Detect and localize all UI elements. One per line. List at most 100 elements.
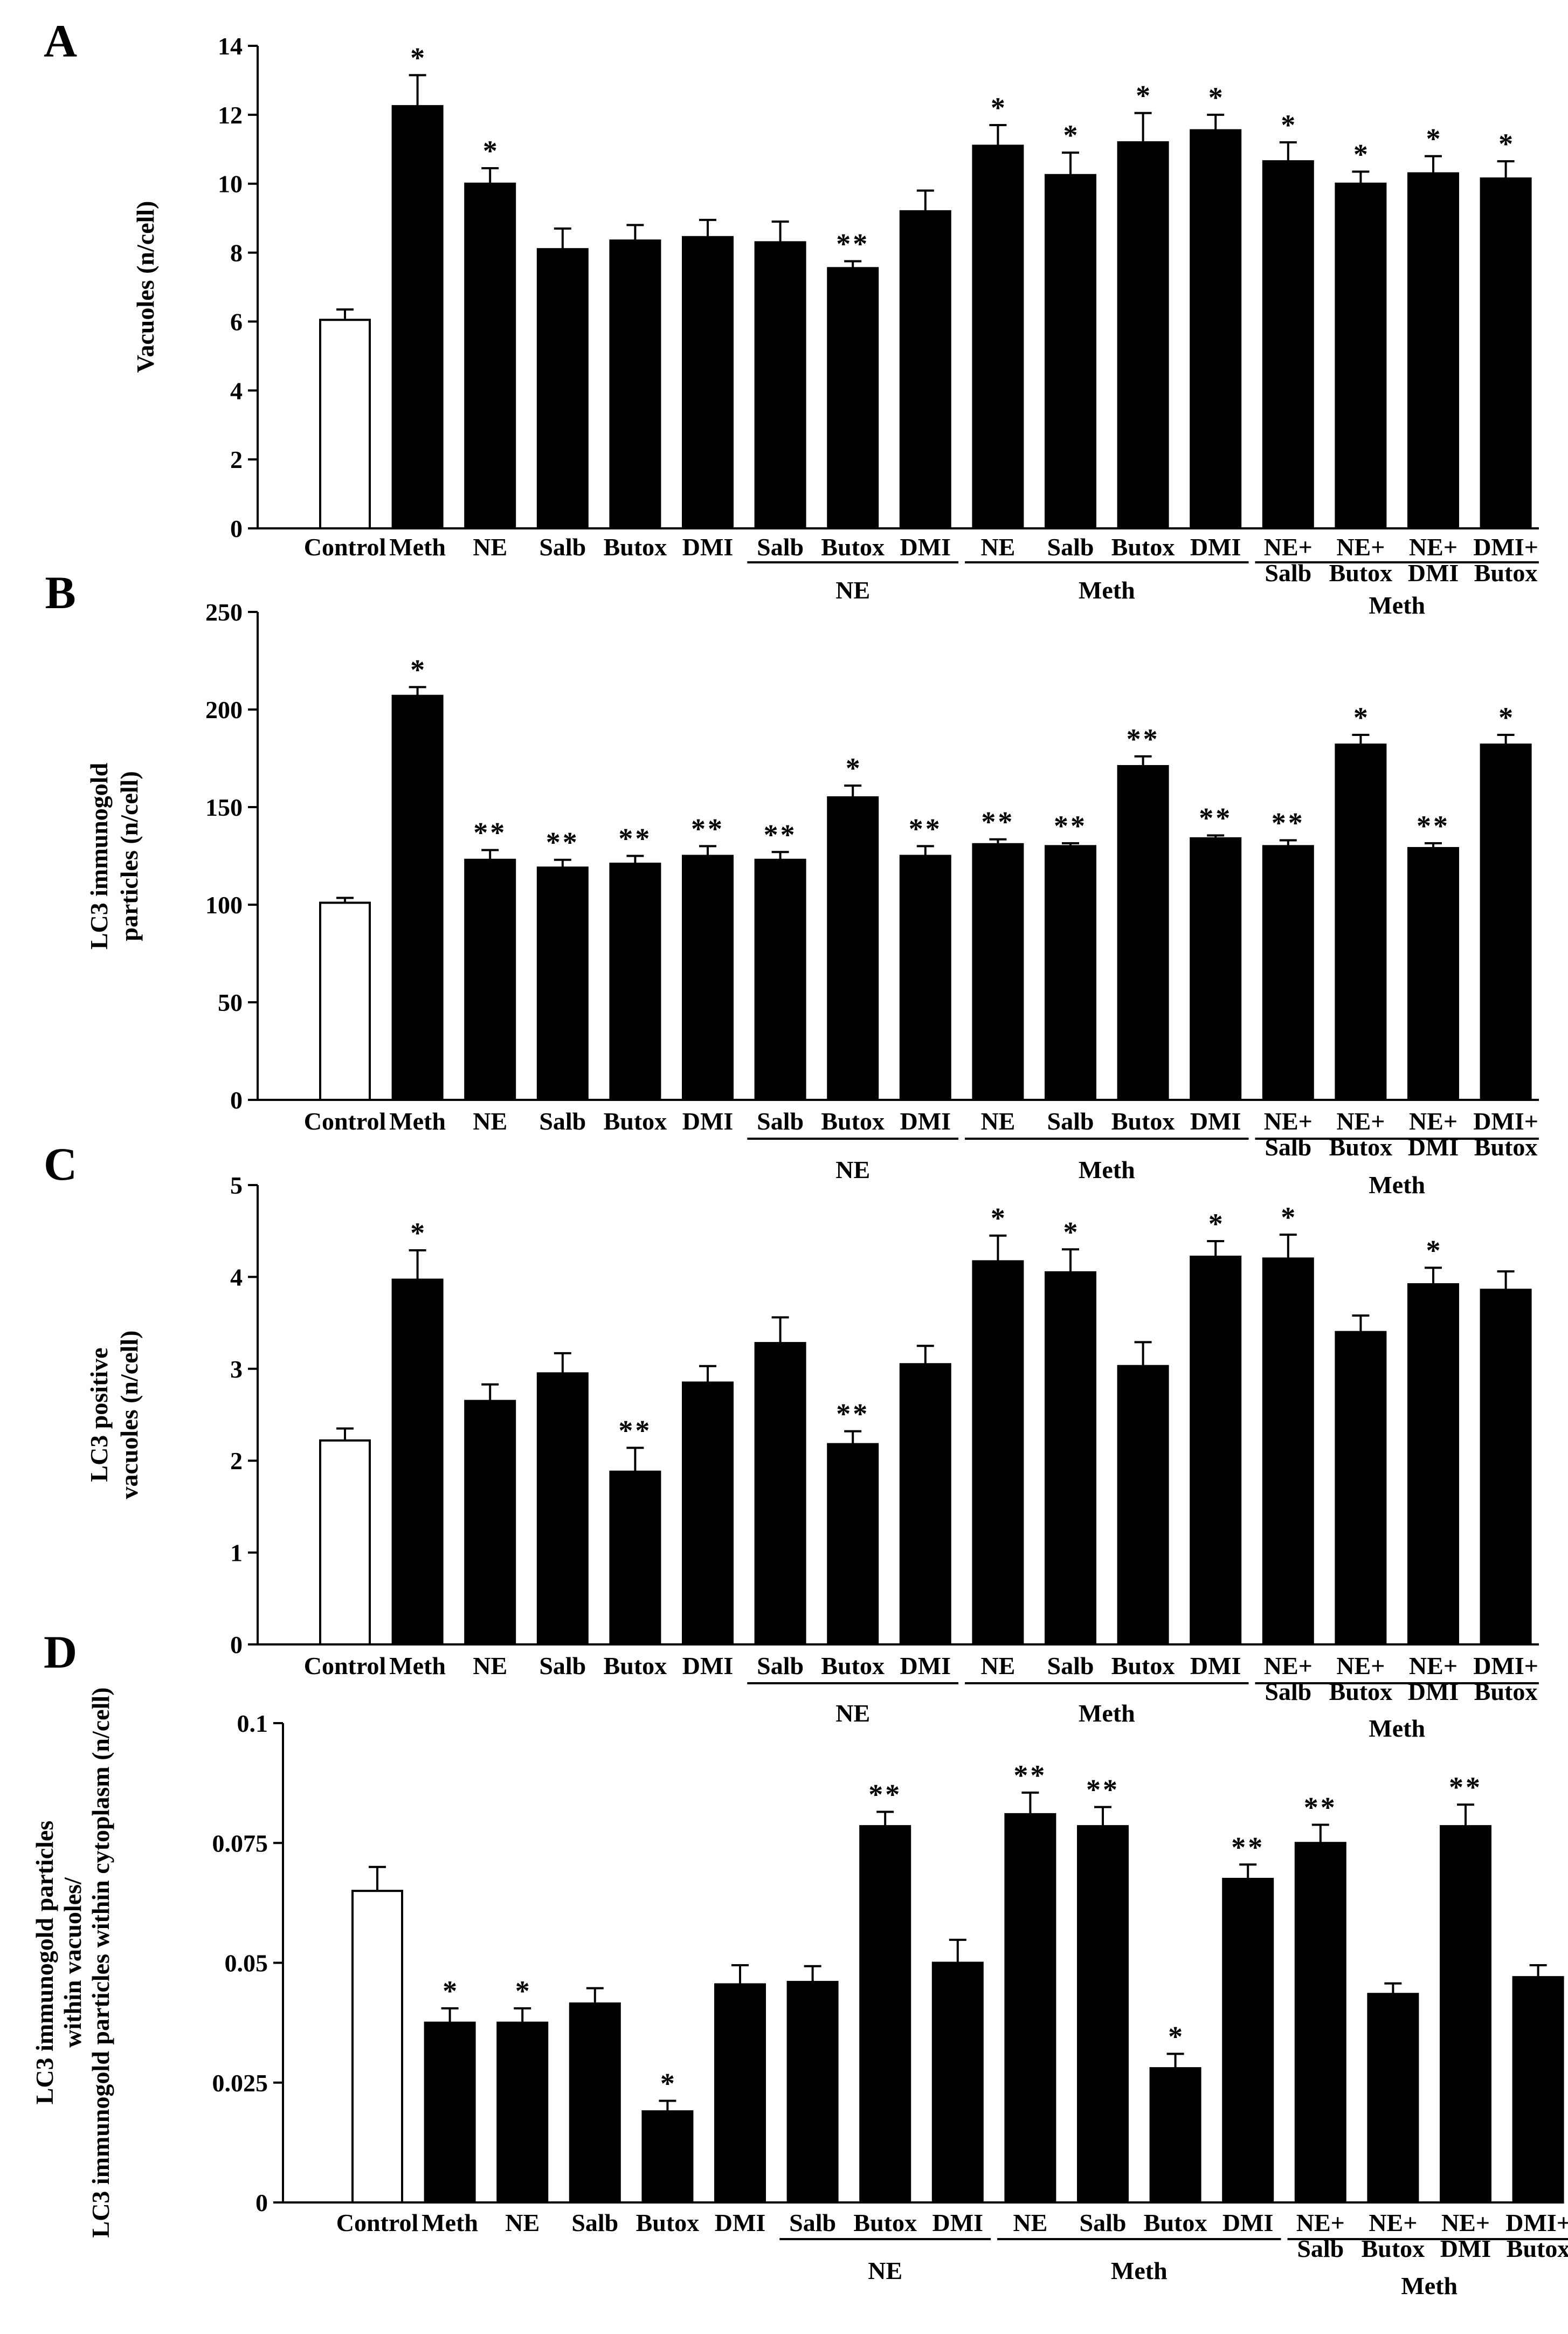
significance-marker: ** (1231, 1831, 1265, 1863)
category-label: DMI (900, 533, 951, 561)
category-label: DMI (715, 2209, 766, 2236)
bar-salb (536, 1372, 589, 1646)
significance-marker: ** (1417, 810, 1450, 842)
category-label: Meth (389, 1107, 446, 1135)
category-label: NE (473, 533, 507, 561)
significance-marker: * (410, 653, 425, 686)
significance-marker: ** (981, 806, 1014, 838)
y-tick-label: 0 (255, 2189, 268, 2216)
y-axis-title-a: Vacuoles (n/cell) (132, 201, 159, 373)
bar-dmi (899, 1363, 951, 1645)
category-label: NE+ (1441, 2209, 1490, 2236)
bar-dmi (682, 1381, 734, 1646)
category-label: Butox (1329, 559, 1393, 587)
significance-marker: ** (1127, 723, 1160, 755)
category-label: DMI (900, 1107, 951, 1135)
category-label: NE+ (1264, 533, 1313, 561)
category-label: Control (304, 1652, 386, 1679)
significance-marker: * (1281, 109, 1295, 141)
category-label: NE+ (1264, 1107, 1313, 1135)
bar-salb (1077, 1825, 1129, 2204)
bar-ne-dmi (1440, 1825, 1491, 2204)
significance-marker: * (1208, 1208, 1223, 1240)
y-tick-label: 4 (230, 377, 243, 404)
y-tick-label: 6 (230, 308, 243, 335)
group-label: Meth (1369, 591, 1425, 619)
bar-ne-salb (1262, 160, 1314, 529)
significance-marker: * (483, 135, 498, 167)
y-axis-title-d: LC3 immunogold particleswithin vacuoles/… (31, 1688, 114, 2238)
category-label: NE (980, 1107, 1015, 1135)
y-tick-label: 0.1 (237, 1710, 268, 1737)
significance-marker: ** (836, 1398, 869, 1430)
category-label: Salb (1265, 1678, 1311, 1705)
bar-salb (1045, 174, 1096, 530)
category-label: Salb (757, 533, 804, 561)
significance-marker: ** (1054, 810, 1087, 842)
category-label: Salb (571, 2209, 618, 2236)
bar-butox (1149, 2067, 1201, 2204)
category-label: Butox (821, 1107, 885, 1135)
bar-ne-dmi (1407, 172, 1459, 529)
bar-dmi (1190, 129, 1242, 529)
category-label: NE (1013, 2209, 1047, 2236)
panel-letter-c: C (44, 1138, 77, 1190)
category-label: Butox (1474, 559, 1538, 587)
y-tick-label: 8 (230, 239, 243, 267)
significance-marker: * (846, 752, 860, 784)
category-label: Butox (604, 533, 667, 561)
y-tick-label: 4 (230, 1263, 243, 1291)
y-tick-label: 0 (230, 515, 243, 542)
bar-salb (1045, 845, 1096, 1101)
significance-marker: * (1426, 1234, 1441, 1266)
bar-butox (641, 2110, 694, 2204)
significance-marker: * (1063, 1216, 1078, 1248)
category-label: DMI (1408, 559, 1459, 587)
category-label: Butox (821, 1652, 885, 1679)
bar-dmi (714, 1983, 766, 2204)
significance-marker: ** (618, 823, 652, 855)
bar-salb (536, 248, 589, 529)
bar-ne (972, 144, 1024, 529)
panel-d: D LC3 immunogold particleswithin vacuoles… (31, 1626, 1568, 2299)
bar-dmi (1190, 837, 1242, 1101)
significance-marker: * (1281, 1201, 1295, 1234)
significance-marker: ** (868, 1778, 902, 1810)
bar-dmi-butox (1480, 177, 1532, 529)
category-label: DMI (900, 1652, 951, 1679)
group-label: NE (835, 576, 870, 604)
significance-marker: * (1498, 701, 1513, 734)
category-label: Butox (853, 2209, 917, 2236)
group-label: Meth (1401, 2272, 1458, 2299)
category-label: NE+ (1336, 533, 1385, 561)
bar-ne-salb (1262, 1257, 1314, 1646)
y-tick-label: 2 (230, 446, 243, 473)
bar-salb (536, 866, 589, 1101)
bar-salb (754, 241, 806, 529)
category-label: DMI+ (1473, 1107, 1538, 1135)
bar-control (319, 319, 371, 529)
category-label: Salb (1080, 2209, 1127, 2236)
category-label: Butox (1111, 1652, 1175, 1679)
bar-dmi (1222, 1877, 1274, 2204)
significance-marker: * (443, 1975, 457, 2007)
significance-marker: ** (1304, 1791, 1337, 1823)
bar-control (351, 1890, 403, 2204)
category-label: Salb (539, 1107, 586, 1135)
bar-ne (972, 843, 1024, 1101)
group-label: Meth (1111, 2257, 1168, 2284)
y-axis-title-line: particles (n/cell) (115, 771, 143, 941)
category-label: DMI (1190, 1107, 1241, 1135)
bar-salb (786, 1981, 839, 2204)
category-label: Salb (757, 1652, 804, 1679)
category-label: DMI (1190, 533, 1241, 561)
significance-marker: ** (1013, 1759, 1047, 1792)
significance-marker: * (660, 2068, 675, 2100)
category-label: DMI (682, 533, 734, 561)
category-label: NE+ (1336, 1107, 1385, 1135)
category-label: Butox (1474, 1133, 1538, 1161)
significance-marker: ** (1199, 802, 1232, 834)
y-axis-title-line: within vacuoles/ (59, 1877, 86, 2048)
y-tick-label: 1 (230, 1539, 243, 1567)
category-label: NE+ (1264, 1652, 1313, 1679)
